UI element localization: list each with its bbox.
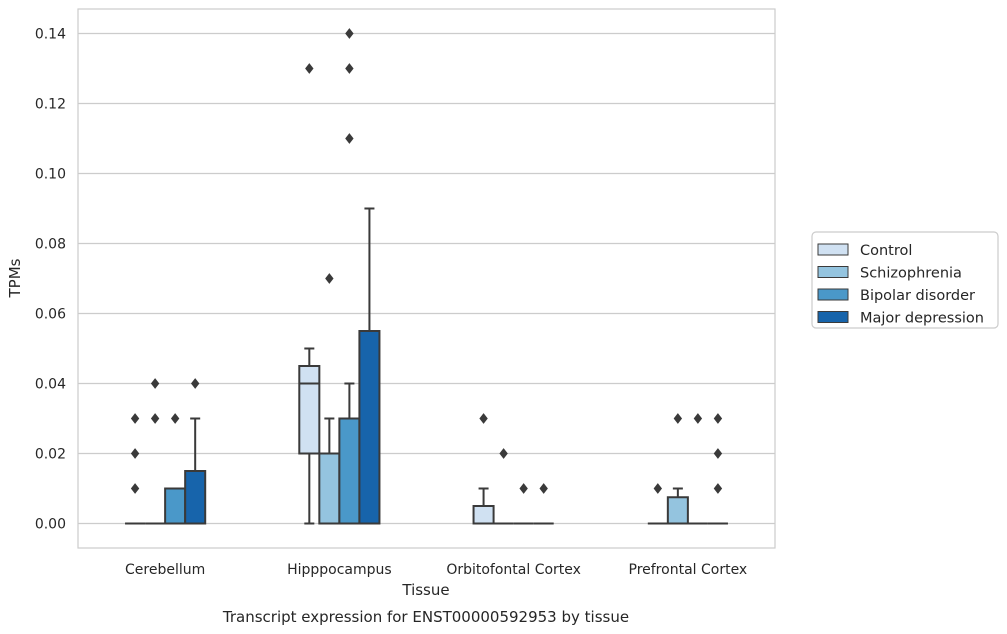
- box-iqr: [472, 505, 495, 525]
- box-iqr: [666, 496, 689, 525]
- outlier-point: [479, 413, 488, 424]
- box-iqr: [298, 365, 321, 455]
- legend-label: Major depression: [860, 311, 984, 327]
- outlier-point: [150, 378, 160, 389]
- outlier-point: [130, 448, 140, 459]
- outlier-point: [539, 483, 548, 494]
- box-iqr: [184, 470, 207, 525]
- x-tick-label: Hipppocampus: [287, 562, 392, 578]
- legend-swatch: [817, 243, 849, 256]
- y-tick-label: 0.12: [35, 97, 66, 113]
- box-3-2: [687, 413, 708, 525]
- outlier-point: [345, 63, 354, 74]
- box-0-2: [164, 413, 187, 525]
- outlier-point: [693, 413, 703, 424]
- box-iqr: [164, 487, 187, 525]
- plot-boxes: [125, 28, 728, 525]
- y-tick-label: 0.10: [35, 167, 66, 183]
- plot-frame: [77, 8, 776, 549]
- y-tick-label: 0.06: [35, 307, 66, 323]
- box-0-1: [145, 378, 166, 525]
- box-1-0: [298, 63, 321, 525]
- box-1-2: [338, 28, 361, 525]
- box-3-0: [647, 483, 668, 525]
- y-tick-label: 0.04: [35, 377, 66, 393]
- outlier-point: [325, 273, 334, 284]
- outlier-point: [190, 378, 200, 389]
- outlier-point: [673, 413, 683, 424]
- legend-swatch: [817, 288, 849, 301]
- box-1-3: [358, 207, 381, 525]
- box-3-3: [707, 413, 728, 525]
- x-tick-label: Cerebellum: [125, 562, 205, 578]
- box-2-1: [493, 448, 514, 525]
- y-axis-label: TPMs: [6, 258, 24, 298]
- legend-frame: [811, 231, 999, 329]
- y-tick-label: 0.02: [35, 447, 66, 463]
- legend-swatch: [817, 266, 849, 278]
- box-iqr: [318, 452, 341, 525]
- y-tick-label: 0.14: [35, 27, 66, 43]
- outlier-point: [519, 483, 528, 494]
- outlier-point: [713, 483, 723, 494]
- box-1-1: [318, 273, 341, 525]
- outlier-point: [150, 413, 160, 424]
- box-iqr: [338, 417, 361, 525]
- box-2-2: [513, 483, 534, 525]
- outlier-point: [499, 448, 508, 459]
- outlier-point: [170, 413, 180, 424]
- chart-caption: Transcript expression for ENST0000059295…: [222, 608, 629, 626]
- y-tick-label: 0.00: [35, 517, 66, 533]
- legend-label: Schizophrenia: [860, 266, 962, 282]
- outlier-point: [130, 483, 140, 494]
- box-0-3: [184, 378, 207, 525]
- y-tick-label: 0.08: [35, 237, 66, 253]
- outlier-point: [713, 448, 723, 459]
- outlier-point: [305, 63, 314, 74]
- legend-label: Bipolar disorder: [860, 288, 975, 304]
- x-axis-ticks: Cerebellum Hipppocampus Orbitofontal Corte…: [125, 562, 747, 578]
- box-2-0: [472, 413, 495, 525]
- x-axis-label: Tissue: [401, 581, 449, 599]
- outlier-point: [653, 483, 663, 494]
- gridlines: [78, 32, 775, 525]
- box-0-0: [125, 413, 146, 525]
- legend: Control Schizophrenia Bipolar disorder Majo…: [811, 231, 999, 329]
- box-2-3: [533, 483, 554, 525]
- box-3-1: [666, 413, 689, 525]
- outlier-point: [345, 28, 354, 39]
- x-tick-label: Orbitofontal Cortex: [446, 562, 581, 578]
- x-tick-label: Prefrontal Cortex: [629, 562, 748, 578]
- box-iqr: [358, 330, 381, 525]
- outlier-point: [713, 413, 723, 424]
- legend-label: Control: [860, 243, 912, 259]
- legend-swatch: [817, 311, 849, 323]
- y-axis-ticks: 0.00 0.02 0.04 0.06 0.08 0.10 0.12 0.14: [35, 27, 66, 533]
- outlier-point: [345, 133, 354, 144]
- outlier-point: [130, 413, 140, 424]
